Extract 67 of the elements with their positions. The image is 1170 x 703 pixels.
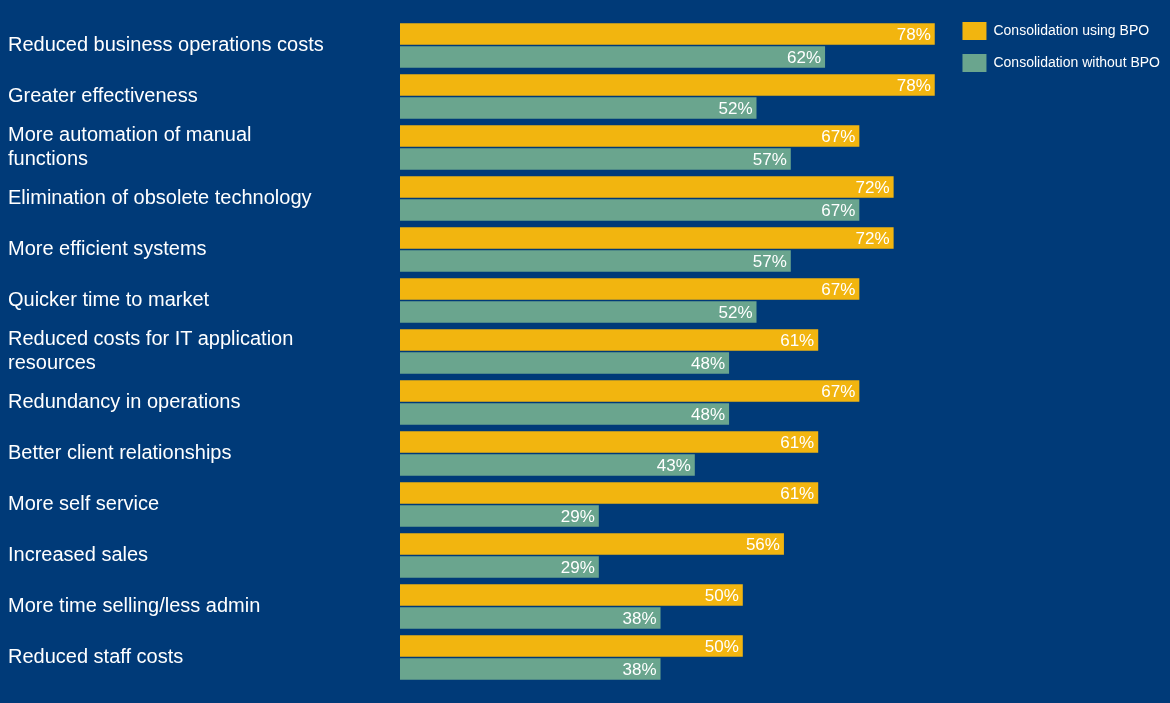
data-label: 50% xyxy=(704,636,739,656)
data-label: 38% xyxy=(622,608,657,628)
bar xyxy=(400,329,819,351)
y-tick-label: Reduced staff costs xyxy=(8,645,184,668)
data-label: 72% xyxy=(855,177,890,197)
y-tick-label: More efficient systems xyxy=(8,237,207,260)
data-label: 29% xyxy=(560,557,595,577)
legend-label: Consolidation without BPO xyxy=(993,53,1161,70)
data-label: 67% xyxy=(821,200,856,220)
data-label: 78% xyxy=(896,75,931,95)
y-tick-label: Better client relationships xyxy=(8,441,232,464)
bar xyxy=(400,23,935,45)
data-label: 52% xyxy=(718,98,753,118)
y-tick-label: More time selling/less admin xyxy=(8,594,261,617)
bar xyxy=(400,658,661,680)
data-label: 78% xyxy=(896,24,931,44)
data-label: 61% xyxy=(780,330,815,350)
data-label: 61% xyxy=(780,483,815,503)
data-label: 67% xyxy=(821,381,856,401)
legend-label: Consolidation using BPO xyxy=(993,21,1150,38)
y-tick-label: Elimination of obsolete technology xyxy=(8,186,312,209)
bar xyxy=(400,533,784,555)
data-label: 57% xyxy=(752,251,787,271)
y-tick-label: More self service xyxy=(8,492,160,515)
bar xyxy=(400,454,695,476)
y-tick-label: Reduced business operations costs xyxy=(8,33,324,56)
y-tick-label: Quicker time to market xyxy=(8,288,210,311)
data-label: 62% xyxy=(787,47,822,67)
data-label: 61% xyxy=(780,432,815,452)
bar xyxy=(400,199,860,221)
bar xyxy=(400,250,791,272)
data-label: 50% xyxy=(704,585,739,605)
y-tick-label: Redundancy in operations xyxy=(8,390,241,413)
bar xyxy=(400,431,819,453)
bar xyxy=(400,46,826,68)
data-label: 43% xyxy=(656,455,691,475)
bar xyxy=(400,505,599,527)
data-label: 67% xyxy=(821,126,856,146)
bar xyxy=(400,176,894,198)
data-label: 56% xyxy=(745,534,780,554)
bar xyxy=(400,125,860,147)
bar xyxy=(400,380,860,402)
bar xyxy=(400,403,730,425)
bar xyxy=(400,97,757,119)
bar xyxy=(400,635,743,657)
y-tick-label: Increased sales xyxy=(8,543,149,566)
data-label: 29% xyxy=(560,506,595,526)
bar xyxy=(400,148,791,170)
data-label: 72% xyxy=(855,228,890,248)
data-label: 57% xyxy=(752,149,787,169)
y-tick-label: Reduced costs for IT application resources xyxy=(8,327,294,374)
bar xyxy=(400,278,860,300)
bar xyxy=(400,301,757,323)
y-tick-label: Greater effectiveness xyxy=(8,84,198,107)
bar xyxy=(400,556,599,578)
data-label: 67% xyxy=(821,279,856,299)
bar xyxy=(400,227,894,249)
bar xyxy=(400,584,743,606)
bar xyxy=(400,352,730,374)
bar xyxy=(400,74,935,96)
data-label: 48% xyxy=(691,353,726,373)
data-label: 48% xyxy=(691,404,726,424)
data-label: 38% xyxy=(622,659,657,679)
data-label: 52% xyxy=(718,302,753,322)
y-tick-label: More automation of manual functions xyxy=(8,123,252,170)
bar xyxy=(400,482,819,504)
bar xyxy=(400,607,661,629)
